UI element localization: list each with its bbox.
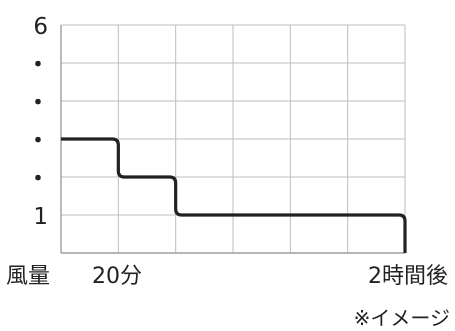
y-tick-label-dot-2: ・ <box>27 91 49 116</box>
y-tick-label-dot-3: ・ <box>27 129 49 154</box>
y-tick-label-dot-1: ・ <box>27 53 49 78</box>
y-tick-label-6: 6 <box>33 14 48 40</box>
x-start-label: 20分 <box>92 264 142 289</box>
x-axis-label: 風量 <box>6 264 50 289</box>
x-labels: 風量 20分 2時間後 <box>6 264 448 289</box>
chart-grid <box>61 24 406 253</box>
image-note: ※イメージ <box>354 306 450 330</box>
y-tick-label-dot-4: ・ <box>27 167 49 192</box>
x-end-label: 2時間後 <box>368 264 448 289</box>
y-tick-label-1: 1 <box>33 204 48 230</box>
series-layer <box>61 137 407 253</box>
series-line-0 <box>61 137 407 253</box>
y-tick-labels: 6 ・ ・ ・ ・ 1 <box>27 14 49 230</box>
